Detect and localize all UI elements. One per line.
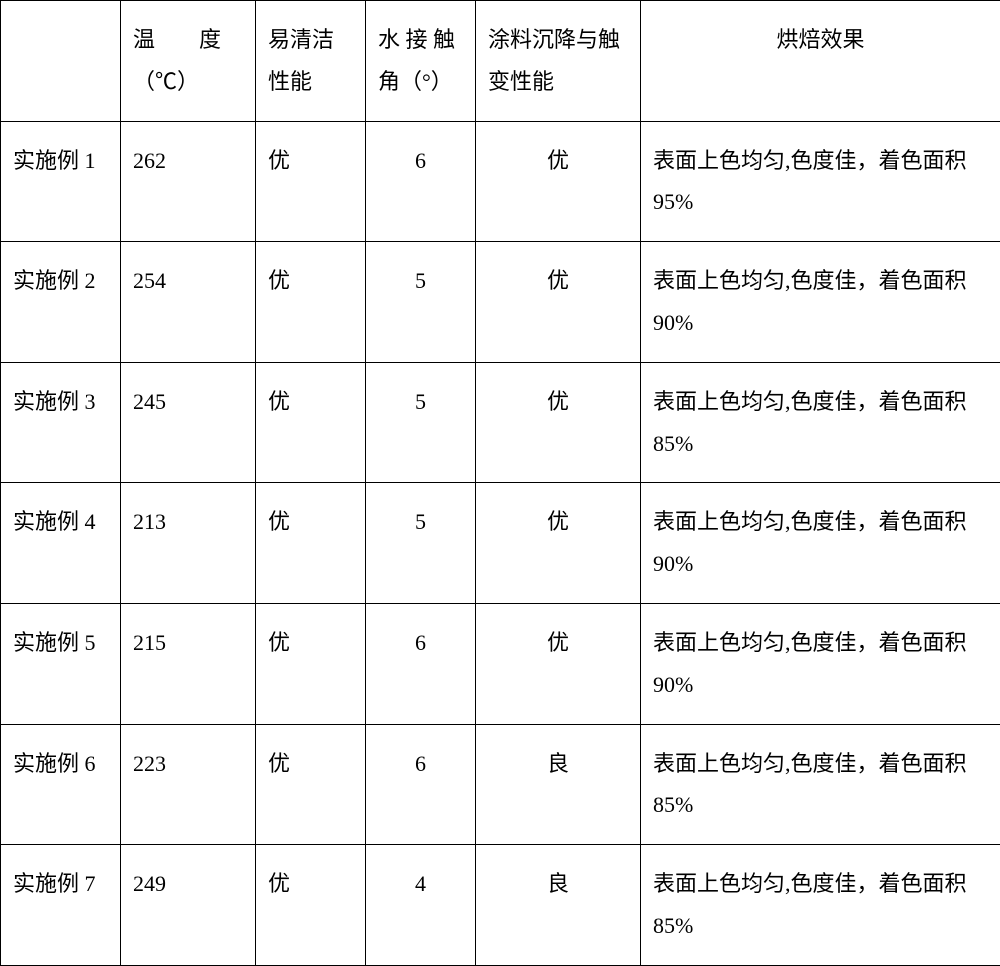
cell-label: 实施例 4 (1, 483, 121, 604)
data-table: 温 度（℃） 易清洁性能 水 接 触角（°） 涂料沉降与触变性能 烘焙效果 实施… (0, 0, 1000, 966)
cell-contact-angle: 6 (366, 121, 476, 242)
cell-cleanability: 优 (256, 845, 366, 966)
header-row: 温 度（℃） 易清洁性能 水 接 触角（°） 涂料沉降与触变性能 烘焙效果 (1, 1, 1000, 122)
cell-cleanability: 优 (256, 483, 366, 604)
table-row: 实施例 1 262 优 6 优 表面上色均匀,色度佳，着色面积 95% (1, 121, 1000, 242)
table-row: 实施例 7 249 优 4 良 表面上色均匀,色度佳，着色面积 85% (1, 845, 1000, 966)
cell-coating: 优 (476, 603, 641, 724)
cell-temperature: 215 (121, 603, 256, 724)
cell-cleanability: 优 (256, 121, 366, 242)
cell-contact-angle: 5 (366, 242, 476, 363)
cell-coating: 良 (476, 724, 641, 845)
cell-temperature: 254 (121, 242, 256, 363)
table-row: 实施例 5 215 优 6 优 表面上色均匀,色度佳，着色面积 90% (1, 603, 1000, 724)
cell-label: 实施例 7 (1, 845, 121, 966)
header-cleanability: 易清洁性能 (256, 1, 366, 122)
cell-label: 实施例 5 (1, 603, 121, 724)
cell-label: 实施例 2 (1, 242, 121, 363)
cell-baking-effect: 表面上色均匀,色度佳，着色面积 85% (641, 845, 1000, 966)
cell-label: 实施例 3 (1, 362, 121, 483)
table-row: 实施例 4 213 优 5 优 表面上色均匀,色度佳，着色面积 90% (1, 483, 1000, 604)
cell-contact-angle: 6 (366, 603, 476, 724)
cell-contact-angle: 5 (366, 362, 476, 483)
cell-temperature: 262 (121, 121, 256, 242)
cell-cleanability: 优 (256, 603, 366, 724)
cell-coating: 优 (476, 362, 641, 483)
header-temperature: 温 度（℃） (121, 1, 256, 122)
cell-coating: 优 (476, 121, 641, 242)
table-row: 实施例 2 254 优 5 优 表面上色均匀,色度佳，着色面积 90% (1, 242, 1000, 363)
cell-cleanability: 优 (256, 724, 366, 845)
cell-temperature: 223 (121, 724, 256, 845)
cell-coating: 良 (476, 845, 641, 966)
cell-baking-effect: 表面上色均匀,色度佳，着色面积 90% (641, 483, 1000, 604)
header-baking-effect: 烘焙效果 (641, 1, 1000, 122)
cell-baking-effect: 表面上色均匀,色度佳，着色面积 90% (641, 603, 1000, 724)
cell-baking-effect: 表面上色均匀,色度佳，着色面积 95% (641, 121, 1000, 242)
cell-temperature: 245 (121, 362, 256, 483)
cell-baking-effect: 表面上色均匀,色度佳，着色面积 90% (641, 242, 1000, 363)
cell-coating: 优 (476, 483, 641, 604)
cell-contact-angle: 4 (366, 845, 476, 966)
cell-label: 实施例 1 (1, 121, 121, 242)
cell-contact-angle: 5 (366, 483, 476, 604)
header-label (1, 1, 121, 122)
table-row: 实施例 6 223 优 6 良 表面上色均匀,色度佳，着色面积 85% (1, 724, 1000, 845)
table-row: 实施例 3 245 优 5 优 表面上色均匀,色度佳，着色面积 85% (1, 362, 1000, 483)
table-body: 实施例 1 262 优 6 优 表面上色均匀,色度佳，着色面积 95% 实施例 … (1, 121, 1000, 965)
cell-cleanability: 优 (256, 242, 366, 363)
header-contact-angle: 水 接 触角（°） (366, 1, 476, 122)
cell-label: 实施例 6 (1, 724, 121, 845)
header-coating: 涂料沉降与触变性能 (476, 1, 641, 122)
cell-temperature: 213 (121, 483, 256, 604)
cell-contact-angle: 6 (366, 724, 476, 845)
cell-coating: 优 (476, 242, 641, 363)
cell-baking-effect: 表面上色均匀,色度佳，着色面积 85% (641, 724, 1000, 845)
cell-baking-effect: 表面上色均匀,色度佳，着色面积 85% (641, 362, 1000, 483)
cell-temperature: 249 (121, 845, 256, 966)
cell-cleanability: 优 (256, 362, 366, 483)
